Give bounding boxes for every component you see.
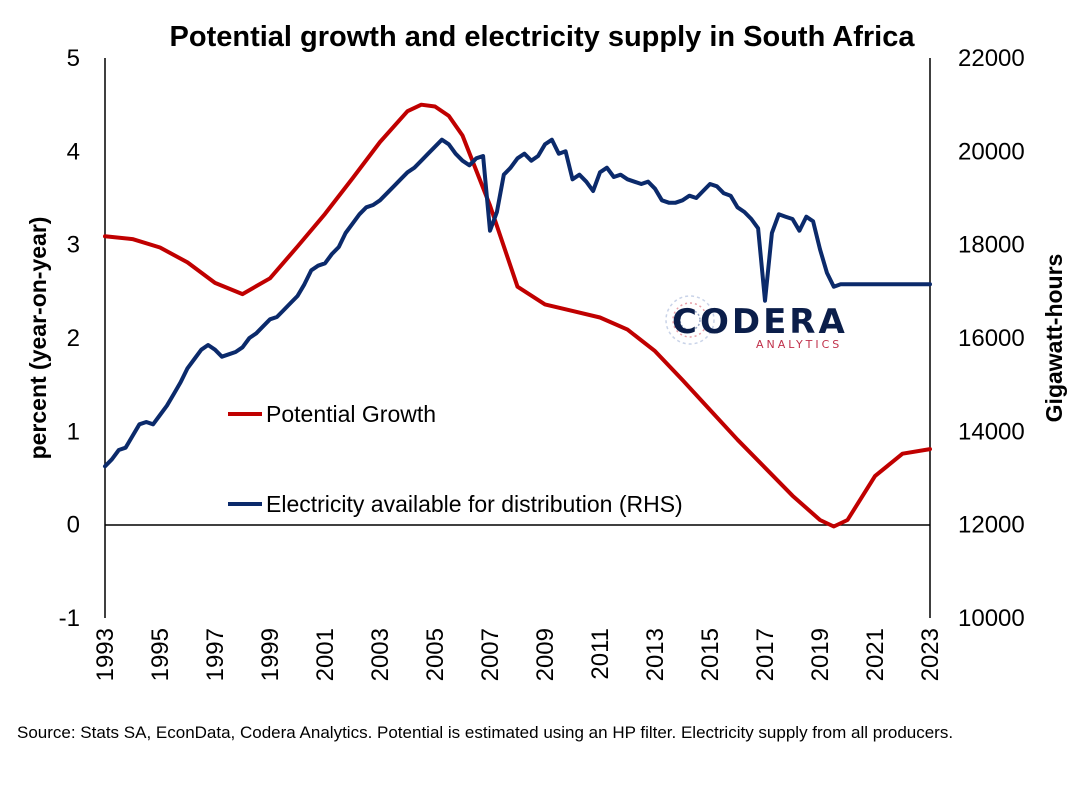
x-tick-label: 1993: [92, 628, 119, 681]
x-tick-label: 2017: [752, 628, 779, 681]
series-line-potential-growth: [103, 102, 932, 529]
x-tick-label: 2021: [862, 628, 889, 681]
left-tick-label: 0: [67, 512, 80, 539]
logo-subtext: ANALYTICS: [756, 338, 842, 351]
x-tick-label: 1995: [147, 628, 174, 681]
x-tick-label: 2009: [532, 628, 559, 681]
right-tick-labels: 10000 12000 14000 16000 18000 20000 22000: [958, 45, 1025, 632]
left-tick-label: 4: [67, 138, 80, 165]
x-tick-label: 2015: [697, 628, 724, 681]
right-tick-label: 12000: [958, 512, 1025, 539]
series-lines: [103, 102, 932, 529]
x-tick-label: 2023: [917, 628, 944, 681]
left-tick-label: 5: [67, 45, 80, 72]
y-axis-label-left: percent (year-on-year): [25, 217, 51, 460]
x-tick-label: 2011: [587, 628, 614, 680]
left-tick-labels: -1 0 1 2 3 4 5: [59, 45, 80, 632]
x-tick-label: 2019: [807, 628, 834, 681]
x-tick-label: 2001: [312, 628, 339, 681]
axes: [104, 58, 931, 618]
legend: Potential Growth Electricity available f…: [228, 401, 683, 517]
left-tick-label: 3: [67, 232, 80, 259]
codera-logo: CODERA ANALYTICS: [665, 295, 848, 351]
left-tick-label: 1: [67, 418, 80, 445]
right-tick-label: 16000: [958, 325, 1025, 352]
x-tick-label: 2003: [367, 628, 394, 681]
right-tick-label: 18000: [958, 232, 1025, 259]
legend-label-potential-growth: Potential Growth: [266, 401, 436, 427]
x-tick-label: 2013: [642, 628, 669, 681]
y-axis-label-right: Gigawatt-hours: [1041, 254, 1067, 423]
x-tick-labels: 1993 1995 1997 1999 2001 2003 2005 2007 2009 2011…: [92, 628, 944, 681]
x-tick-label: 1999: [257, 628, 284, 681]
left-tick-label: -1: [59, 605, 80, 632]
legend-label-electricity: Electricity available for distribution (…: [266, 491, 683, 517]
logo-mark-icon: [665, 295, 715, 345]
x-tick-label: 2007: [477, 628, 504, 681]
right-tick-label: 20000: [958, 138, 1025, 165]
logo-text: CODERA: [672, 302, 848, 342]
right-tick-label: 14000: [958, 418, 1025, 445]
x-tick-label: 2005: [422, 628, 449, 681]
right-tick-label: 22000: [958, 45, 1025, 72]
chart-title: Potential growth and electricity supply …: [170, 21, 916, 53]
series-line-electricity: [103, 137, 932, 469]
left-tick-label: 2: [67, 325, 80, 352]
source-note: Source: Stats SA, EconData, Codera Analy…: [17, 723, 954, 742]
right-tick-label: 10000: [958, 605, 1025, 632]
x-tick-label: 1997: [202, 628, 229, 681]
